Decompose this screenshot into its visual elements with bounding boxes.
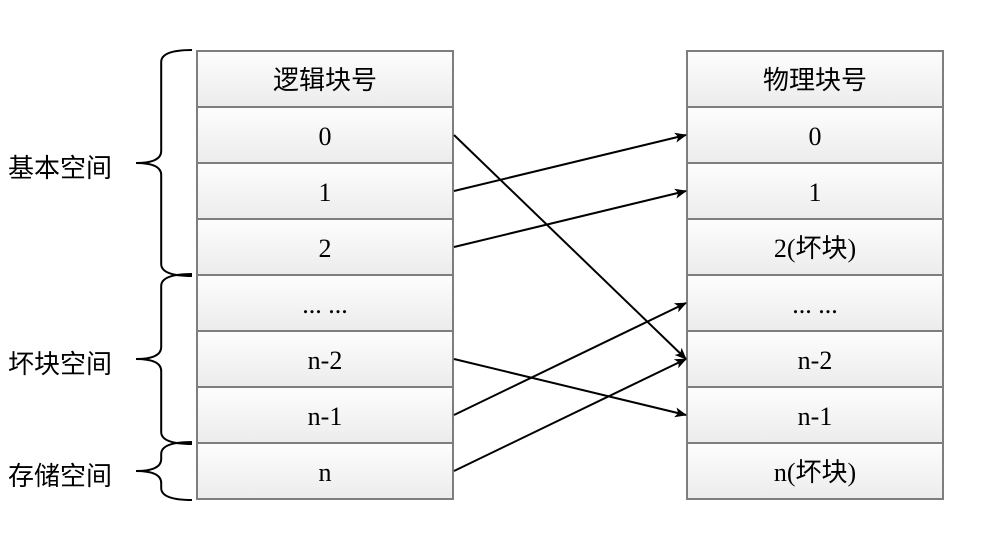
- right-header: 物理块号: [686, 50, 944, 108]
- left-cell-6: n: [196, 442, 454, 500]
- right-cell-6: n(坏块): [686, 442, 944, 500]
- mapping-arrow-0: [454, 135, 686, 359]
- brace-2: [136, 442, 192, 500]
- right-cell-4: n-2: [686, 330, 944, 388]
- left-cell-4: n-2: [196, 330, 454, 388]
- left-cell-1: 1: [196, 162, 454, 220]
- left-cell-5: n-1: [196, 386, 454, 444]
- physical-block-column: 物理块号 0 1 2(坏块) ... ... n-2 n-1 n(坏块): [686, 50, 944, 500]
- left-cell-3: ... ...: [196, 274, 454, 332]
- left-cell-2: 2: [196, 218, 454, 276]
- right-cell-1: 1: [686, 162, 944, 220]
- group-label-basic: 基本空间: [8, 148, 118, 185]
- brace-1: [136, 274, 192, 444]
- group-label-bad: 坏块空间: [8, 344, 118, 381]
- left-cell-0: 0: [196, 106, 454, 164]
- right-cell-3: ... ...: [686, 274, 944, 332]
- mapping-arrow-2: [454, 191, 686, 247]
- brace-0: [136, 50, 192, 276]
- group-label-storage: 存储空间: [8, 456, 118, 493]
- logical-block-column: 逻辑块号 0 1 2 ... ... n-2 n-1 n: [196, 50, 454, 500]
- right-cell-2: 2(坏块): [686, 218, 944, 276]
- mapping-arrow-4: [454, 303, 686, 415]
- left-header: 逻辑块号: [196, 50, 454, 108]
- right-cell-5: n-1: [686, 386, 944, 444]
- right-cell-0: 0: [686, 106, 944, 164]
- mapping-arrow-5: [454, 359, 686, 471]
- mapping-arrow-3: [454, 359, 686, 415]
- mapping-arrow-1: [454, 135, 686, 191]
